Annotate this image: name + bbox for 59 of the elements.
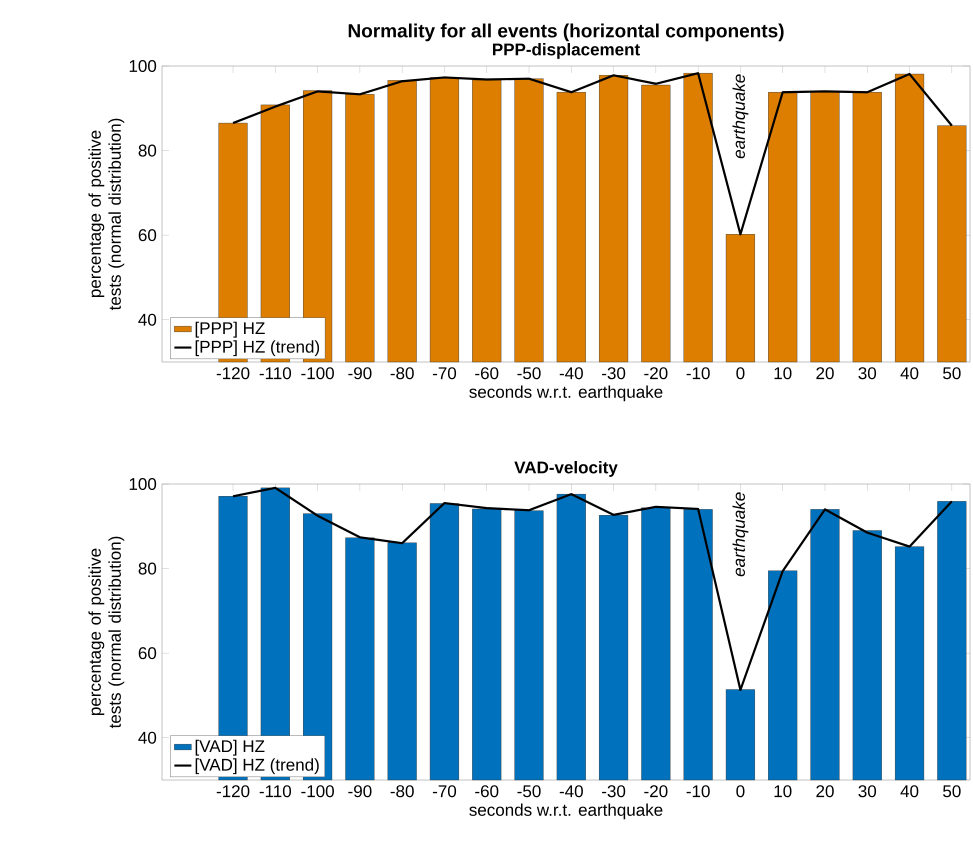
legend-label: [VAD] HZ: [196, 740, 264, 756]
x-tick-label: -50: [517, 367, 541, 380]
y-tick-label: 100: [130, 478, 156, 490]
x-tick-label: 10: [774, 785, 792, 798]
y-tick-label: 40: [138, 314, 156, 326]
x-tick-label: -60: [475, 785, 498, 798]
x-tick-label: -80: [390, 785, 414, 798]
x-tick-label: 30: [858, 785, 876, 798]
x-tick-label: -90: [348, 785, 372, 798]
chart-title: Normality for all events (horizontal components): [348, 24, 784, 42]
x-tick-label: -20: [644, 785, 668, 798]
x-tick-label: -40: [560, 367, 583, 380]
x-tick-label: -30: [602, 785, 626, 798]
legend-label: [PPP] HZ: [196, 322, 265, 338]
x-tick-label: -80: [390, 367, 414, 380]
x-tick-label: -120: [216, 367, 250, 380]
x-tick-label: 20: [816, 785, 834, 798]
x-tick-label: -100: [301, 367, 334, 380]
y-tick-label: 80: [138, 562, 156, 575]
x-tick-label: -50: [517, 785, 541, 798]
annotation: earthquake: [732, 74, 748, 158]
x-tick-label: 50: [943, 367, 961, 380]
line-series: [232, 72, 953, 236]
x-tick-label: -60: [475, 367, 498, 380]
y-tick-label: 80: [138, 144, 156, 157]
x-tick-label: -10: [686, 785, 710, 798]
x-tick-label: -110: [260, 785, 292, 798]
x-tick-label: 30: [858, 367, 876, 380]
line-series: [232, 486, 953, 692]
x-tick-label: -100: [301, 785, 334, 798]
x-tick-label: -70: [432, 785, 456, 798]
x-tick-label: 10: [774, 367, 792, 380]
chart-title: VAD-velocity: [514, 460, 618, 477]
x-tick-label: 20: [816, 367, 834, 380]
x-tick-label: 40: [900, 367, 918, 380]
chart-subtitle: PPP-displacement: [492, 42, 640, 59]
x-tick-label: -20: [644, 367, 668, 380]
x-tick-label: -10: [686, 367, 710, 380]
y-tick-label: 60: [138, 229, 156, 242]
x-tick-label: 50: [943, 785, 961, 798]
y-axis-title: percentage of positive tests (normal distribution): [88, 118, 124, 310]
annotation: earthquake: [732, 492, 748, 576]
x-tick-label: 0: [736, 785, 744, 798]
x-tick-label: -40: [560, 785, 583, 798]
x-tick-label: -110: [260, 367, 292, 380]
x-axis-title: seconds w.r.t. earthquake: [469, 385, 662, 402]
legend-label: [PPP] HZ (trend): [196, 340, 320, 356]
x-tick-label: -30: [602, 367, 626, 380]
y-tick-label: 40: [138, 732, 156, 744]
y-axis-title: percentage of positive tests (normal distribution): [88, 536, 124, 728]
legend-label: [VAD] HZ (trend): [196, 758, 319, 774]
y-tick-label: 100: [130, 60, 156, 72]
x-tick-label: 40: [900, 785, 918, 798]
x-tick-label: -120: [216, 785, 250, 798]
x-tick-label: 0: [736, 367, 744, 380]
x-axis-title: seconds w.r.t. earthquake: [469, 803, 662, 820]
y-tick-label: 60: [138, 647, 156, 660]
x-tick-label: -70: [432, 367, 456, 380]
x-tick-label: -90: [348, 367, 372, 380]
